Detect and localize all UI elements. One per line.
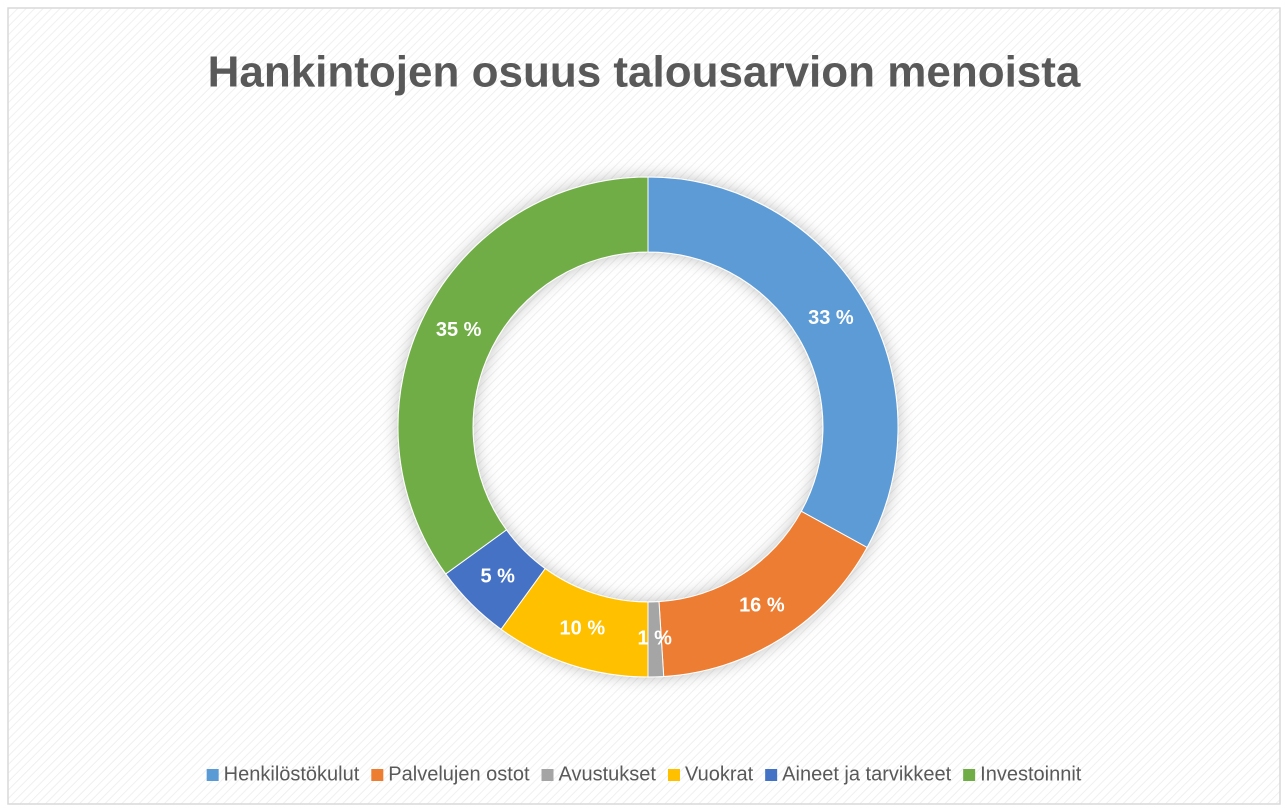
value-label: 16 % [739,595,785,617]
legend-swatch [206,769,219,781]
legend-swatch [765,769,778,781]
value-label: 1 % [637,628,672,650]
legend-label: Palvelujen ostot [388,763,530,785]
chart-area [7,7,1281,805]
legend-label: Investoinnit [980,763,1082,785]
chart-title: Hankintojen osuus talousarvion menoista [208,48,1081,97]
donut-slice [397,176,649,575]
value-label: 33 % [808,307,854,329]
legend-label: Vuokrat [685,763,754,785]
legend-swatch [541,769,554,781]
legend-label: Avustukset [559,763,657,785]
legend-swatch [667,769,680,781]
value-labels: 33 % 16 % 1 % 10 % 5 % 35 % [436,307,854,650]
donut [397,176,899,678]
donut-slice [647,176,899,549]
legend-label: Aineet ja tarvikkeet [782,763,951,785]
value-label: 5 % [481,566,516,588]
legend-label: Henkilöstökulut [224,763,360,785]
value-label: 35 % [436,319,482,341]
value-label: 10 % [560,617,606,639]
legend: Henkilöstökulut Palvelujen ostot Avustukse… [206,763,1082,785]
legend-swatch [371,769,384,781]
legend-swatch [963,769,976,781]
